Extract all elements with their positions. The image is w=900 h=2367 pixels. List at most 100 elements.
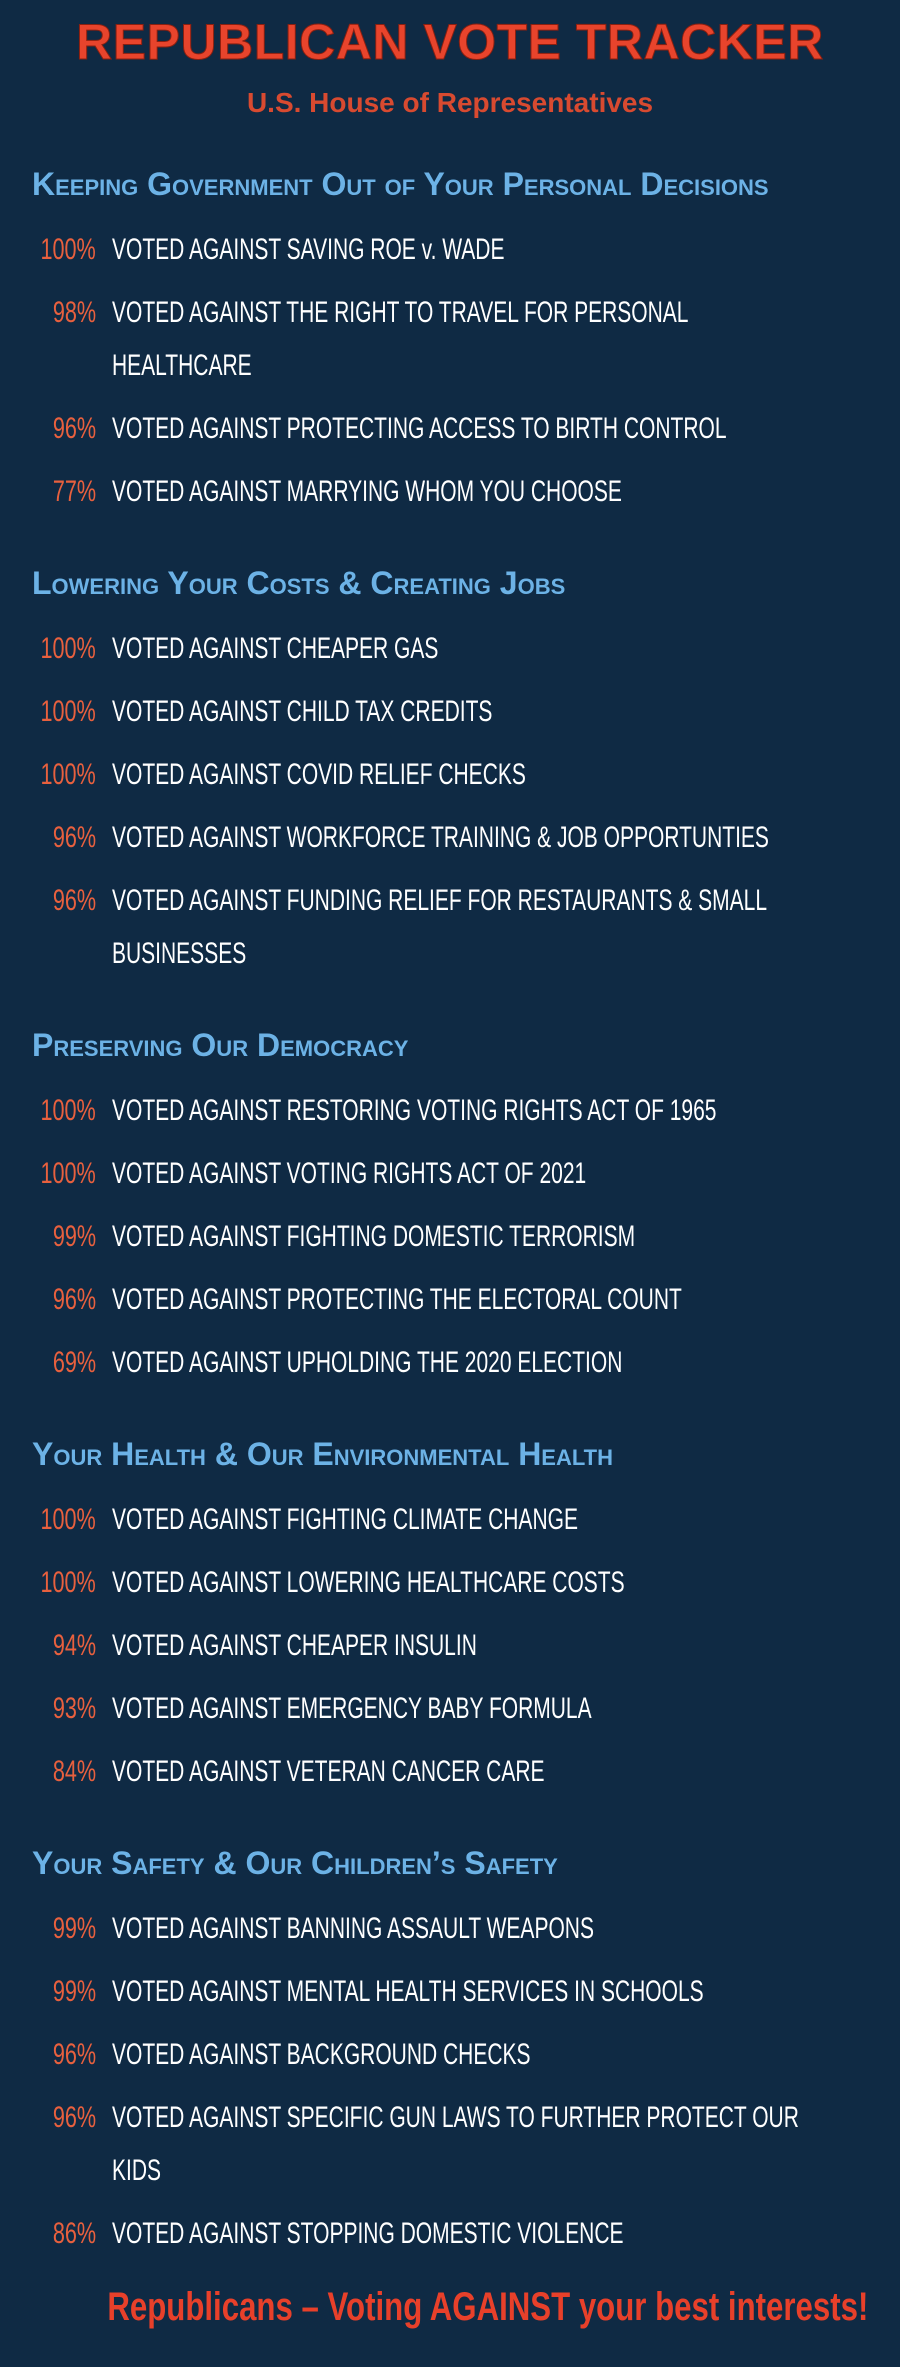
vote-percent: 99% xyxy=(52,1912,96,1945)
vote-item: 99% VOTED AGAINST BANNING ASSAULT WEAPONS xyxy=(0,1897,900,1960)
vote-item: 96% VOTED AGAINST FUNDING RELIEF FOR REST… xyxy=(0,869,900,985)
vote-percent-cell: 100% xyxy=(0,748,96,801)
vote-percent-cell: 93% xyxy=(0,1682,96,1735)
section-heading: Your Health & Our Environmental Health xyxy=(32,1436,613,1472)
section-heading: Keeping Government Out of Your Personal … xyxy=(32,166,769,202)
vote-text: VOTED AGAINST SAVING ROE v. WADE xyxy=(112,233,505,266)
vote-percent-cell: 99% xyxy=(0,1210,96,1263)
section: Keeping Government Out of Your Personal … xyxy=(0,151,900,523)
vote-item: 100% VOTED AGAINST VOTING RIGHTS ACT OF 2… xyxy=(0,1142,900,1205)
vote-percent-cell: 100% xyxy=(0,685,96,738)
section-heading: Your Safety & Our Children’s Safety xyxy=(32,1845,558,1881)
footer-text: Republicans – Voting AGAINST your best i… xyxy=(107,2285,869,2329)
vote-percent-cell: 96% xyxy=(0,811,96,864)
vote-item: 96% VOTED AGAINST PROTECTING ACCESS TO BI… xyxy=(0,397,900,460)
vote-percent: 98% xyxy=(52,296,96,329)
vote-percent: 100% xyxy=(40,632,96,665)
vote-percent-cell: 100% xyxy=(0,223,96,276)
vote-percent: 100% xyxy=(40,1566,96,1599)
vote-item: 93% VOTED AGAINST EMERGENCY BABY FORMULA xyxy=(0,1677,900,1740)
vote-text: VOTED AGAINST RESTORING VOTING RIGHTS AC… xyxy=(112,1094,717,1127)
vote-item: 84% VOTED AGAINST VETERAN CANCER CARE xyxy=(0,1740,900,1803)
vote-item: 96% VOTED AGAINST BACKGROUND CHECKS xyxy=(0,2023,900,2086)
vote-percent: 99% xyxy=(52,1220,96,1253)
vote-item: 100% VOTED AGAINST CHILD TAX CREDITS xyxy=(0,680,900,743)
vote-percent-cell: 94% xyxy=(0,1619,96,1672)
vote-item: 86% VOTED AGAINST STOPPING DOMESTIC VIOLE… xyxy=(0,2202,900,2265)
vote-text: VOTED AGAINST PROTECTING ACCESS TO BIRTH… xyxy=(112,412,727,445)
vote-item: 98% VOTED AGAINST THE RIGHT TO TRAVEL FOR… xyxy=(0,281,900,397)
vote-percent: 77% xyxy=(52,475,96,508)
vote-text: VOTED AGAINST THE RIGHT TO TRAVEL FOR PE… xyxy=(112,296,688,382)
vote-percent: 96% xyxy=(52,821,96,854)
title: REPUBLICAN VOTE TRACKER xyxy=(76,14,824,71)
vote-percent-cell: 96% xyxy=(0,402,96,455)
vote-percent-cell: 96% xyxy=(0,1273,96,1326)
vote-item: 94% VOTED AGAINST CHEAPER INSULIN xyxy=(0,1614,900,1677)
vote-item: 99% VOTED AGAINST MENTAL HEALTH SERVICES … xyxy=(0,1960,900,2023)
vote-percent: 93% xyxy=(52,1692,96,1725)
vote-item: 100% VOTED AGAINST COVID RELIEF CHECKS xyxy=(0,743,900,806)
footer: Republicans – Voting AGAINST your best i… xyxy=(0,2265,900,2350)
vote-text: VOTED AGAINST FIGHTING DOMESTIC TERRORIS… xyxy=(112,1220,636,1253)
vote-percent-cell: 99% xyxy=(0,1902,96,1955)
vote-text: VOTED AGAINST WORKFORCE TRAINING & JOB O… xyxy=(112,821,769,854)
vote-item: 96% VOTED AGAINST PROTECTING THE ELECTORA… xyxy=(0,1268,900,1331)
vote-percent-cell: 77% xyxy=(0,465,96,518)
vote-item: 100% VOTED AGAINST FIGHTING CLIMATE CHANG… xyxy=(0,1488,900,1551)
vote-percent: 100% xyxy=(40,1157,96,1190)
vote-text: VOTED AGAINST FIGHTING CLIMATE CHANGE xyxy=(112,1503,578,1536)
vote-percent-cell: 96% xyxy=(0,874,96,927)
vote-item: 96% VOTED AGAINST WORKFORCE TRAINING & JO… xyxy=(0,806,900,869)
vote-item: 100% VOTED AGAINST RESTORING VOTING RIGHT… xyxy=(0,1079,900,1142)
vote-item: 77% VOTED AGAINST MARRYING WHOM YOU CHOOS… xyxy=(0,460,900,523)
vote-percent: 100% xyxy=(40,695,96,728)
vote-percent-cell: 96% xyxy=(0,2091,96,2144)
section-heading: Preserving Our Democracy xyxy=(32,1027,409,1063)
vote-percent-cell: 100% xyxy=(0,1493,96,1546)
vote-item: 100% VOTED AGAINST LOWERING HEALTHCARE CO… xyxy=(0,1551,900,1614)
vote-percent: 96% xyxy=(52,2038,96,2071)
vote-text: VOTED AGAINST SPECIFIC GUN LAWS TO FURTH… xyxy=(112,2101,799,2187)
vote-percent: 86% xyxy=(52,2217,96,2250)
vote-text: VOTED AGAINST VOTING RIGHTS ACT OF 2021 xyxy=(112,1157,587,1190)
vote-percent-cell: 100% xyxy=(0,1147,96,1200)
vote-item: 100% VOTED AGAINST SAVING ROE v. WADE xyxy=(0,218,900,281)
vote-percent-cell: 99% xyxy=(0,1965,96,2018)
vote-percent-cell: 100% xyxy=(0,622,96,675)
vote-percent: 69% xyxy=(52,1346,96,1379)
vote-percent: 99% xyxy=(52,1975,96,2008)
vote-percent: 84% xyxy=(52,1755,96,1788)
vote-text: VOTED AGAINST BANNING ASSAULT WEAPONS xyxy=(112,1912,594,1945)
vote-text: VOTED AGAINST MARRYING WHOM YOU CHOOSE xyxy=(112,475,622,508)
vote-text: VOTED AGAINST CHEAPER GAS xyxy=(112,632,439,665)
vote-percent: 100% xyxy=(40,758,96,791)
sections: Keeping Government Out of Your Personal … xyxy=(0,151,900,2265)
vote-percent-cell: 100% xyxy=(0,1084,96,1137)
vote-percent-cell: 84% xyxy=(0,1745,96,1798)
subtitle: U.S. House of Representatives xyxy=(246,87,654,118)
vote-percent: 96% xyxy=(52,1283,96,1316)
vote-text: VOTED AGAINST UPHOLDING THE 2020 ELECTIO… xyxy=(112,1346,623,1379)
vote-item: 99% VOTED AGAINST FIGHTING DOMESTIC TERRO… xyxy=(0,1205,900,1268)
vote-text: VOTED AGAINST EMERGENCY BABY FORMULA xyxy=(112,1692,592,1725)
vote-percent-cell: 100% xyxy=(0,1556,96,1609)
section: Your Safety & Our Children’s Safety 99% VO… xyxy=(0,1830,900,2265)
vote-percent-cell: 96% xyxy=(0,2028,96,2081)
section-heading: Lowering Your Costs & Creating Jobs xyxy=(32,565,566,601)
vote-text: VOTED AGAINST STOPPING DOMESTIC VIOLENCE xyxy=(112,2217,624,2250)
vote-text: VOTED AGAINST BACKGROUND CHECKS xyxy=(112,2038,531,2071)
vote-percent: 100% xyxy=(40,1094,96,1127)
vote-item: 100% VOTED AGAINST CHEAPER GAS xyxy=(0,617,900,680)
vote-text: VOTED AGAINST CHEAPER INSULIN xyxy=(112,1629,477,1662)
vote-percent: 96% xyxy=(52,412,96,445)
vote-percent: 100% xyxy=(40,1503,96,1536)
section: Lowering Your Costs & Creating Jobs 100% V… xyxy=(0,550,900,985)
vote-text: VOTED AGAINST MENTAL HEALTH SERVICES IN … xyxy=(112,1975,704,2008)
vote-percent: 96% xyxy=(52,884,96,917)
vote-percent-cell: 69% xyxy=(0,1336,96,1389)
header: REPUBLICAN VOTE TRACKER U.S. House of Re… xyxy=(0,0,900,124)
vote-text: VOTED AGAINST VETERAN CANCER CARE xyxy=(112,1755,545,1788)
